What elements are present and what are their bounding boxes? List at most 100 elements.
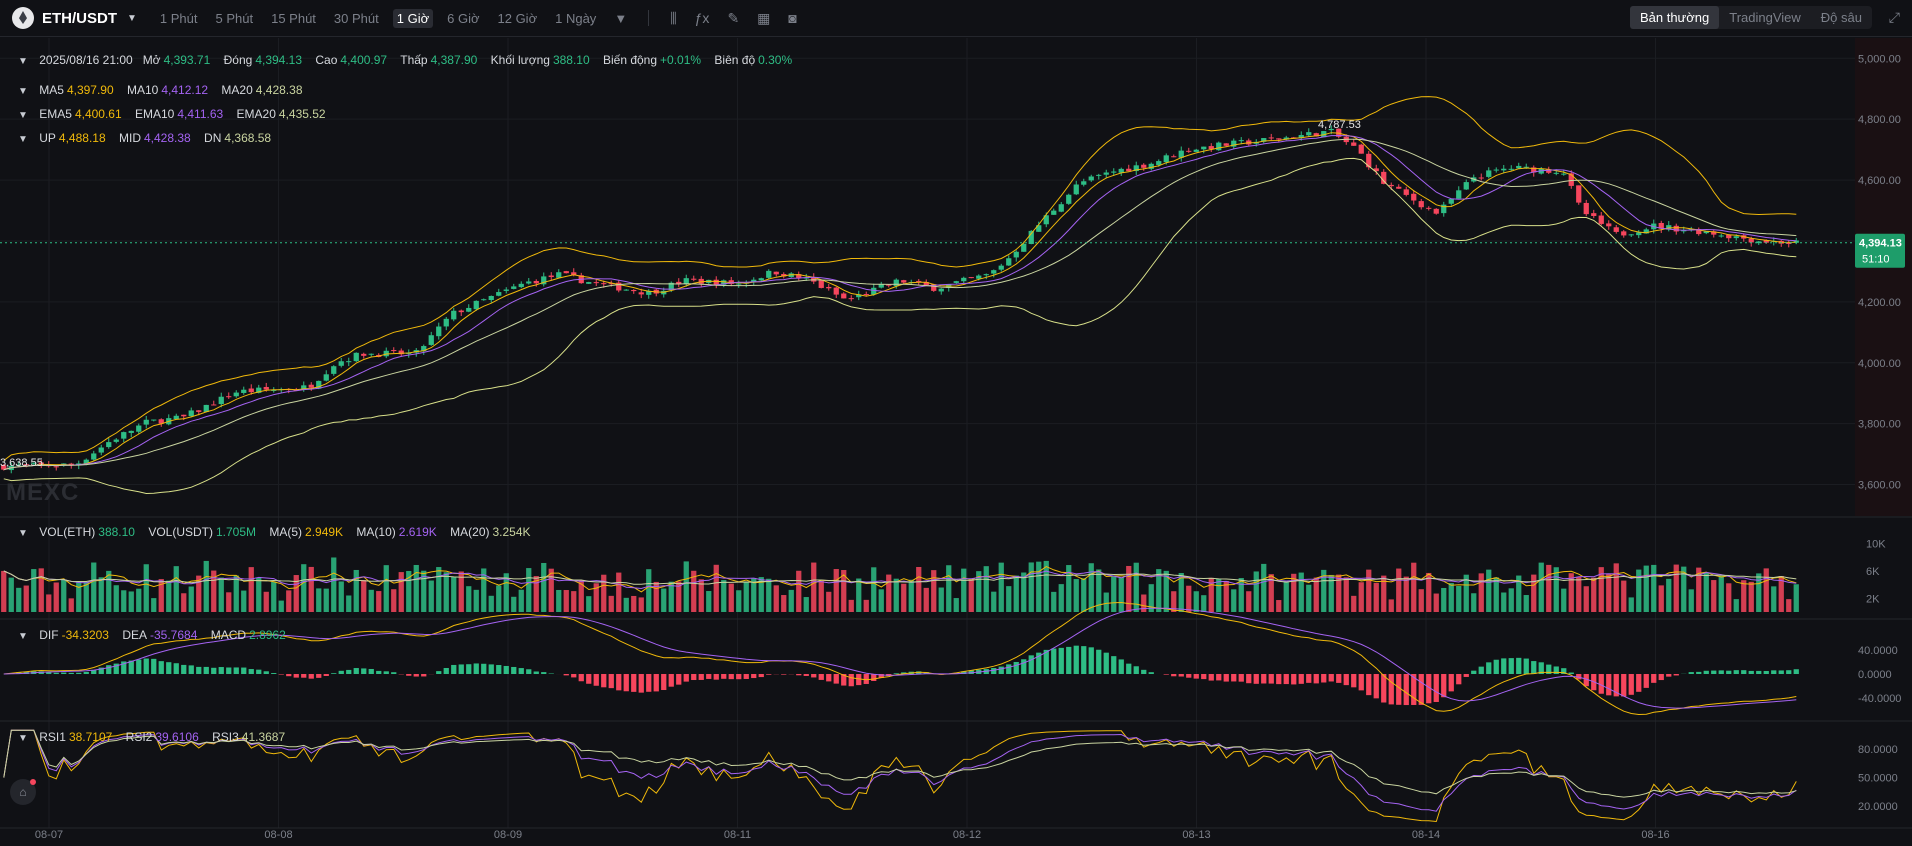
price-tick-label: 4,600.00 [1858,175,1901,187]
macd-bar [1381,674,1387,703]
candle-body [1013,251,1019,258]
draw-pencil-icon[interactable]: ✎ [727,9,740,26]
macd-bar [233,667,239,674]
volume-bar [938,587,944,612]
candle-body [1088,176,1094,181]
volume-bar [1711,580,1717,612]
volume-bar [271,581,277,612]
candle-body [1403,189,1409,195]
candle-body [856,294,862,298]
collapse-chevron-icon[interactable]: ▼ [18,733,28,744]
volume-bar [1471,593,1477,612]
candle-body [173,415,179,420]
volume-bar [1216,578,1222,612]
volume-bar [646,569,652,612]
candle-body [1756,241,1762,244]
tf-12h[interactable]: 12 Giờ [497,10,538,26]
candle-body [421,346,427,352]
tf-5m[interactable]: 5 Phút [215,10,254,26]
candle-body [196,410,202,412]
macd-bar [1073,645,1079,674]
high-annotation: 4,787.53 [1318,119,1361,131]
view-basic[interactable]: Bản thường [1629,6,1720,29]
pair-selector[interactable]: ETH/USDT [42,9,117,27]
view-switcher: Bản thường TradingView Độ sâu [1629,6,1872,29]
macd-bar [668,674,674,687]
fullscreen-icon[interactable]: ⤢ [1888,9,1900,25]
candle-body [1328,128,1334,131]
volume-bar [1583,586,1589,612]
macd-bar [338,670,344,674]
volume-bar [1381,575,1387,612]
macd-bar [1096,649,1102,674]
macd-bar [1321,674,1327,683]
candle-body [788,273,794,278]
collapse-chevron-icon[interactable]: ▼ [18,86,28,97]
tf-6h[interactable]: 6 Giờ [447,10,480,26]
rsi1-value: 38.7107 [68,730,113,744]
macd-bar [1231,674,1237,682]
macd-bar [271,673,277,674]
macd-bar [136,659,142,674]
volume-bar [1163,570,1169,612]
volume-bar [1726,583,1732,612]
macd-bar [631,674,637,692]
candle-body [751,279,757,283]
collapse-chevron-icon[interactable]: ▼ [18,110,28,121]
tf-1d[interactable]: 1 Ngày [555,10,597,26]
volume-bar [1523,595,1529,612]
candle-body [1156,161,1162,165]
macd-bar [706,674,712,679]
macd-bar [1471,670,1477,674]
volume-bar [1486,569,1492,612]
candle-body [803,277,809,279]
vol-eth-value: 388.10 [98,525,135,539]
candle-body [473,300,479,310]
screenshot-camera-icon[interactable]: ◙ [788,10,797,26]
candle-body [1298,135,1304,138]
tf-15m[interactable]: 15 Phút [271,10,316,26]
macd-bar [1786,670,1792,674]
pair-dropdown-icon[interactable]: ▼ [127,12,137,24]
macd-bar [1081,646,1087,674]
tf-1m[interactable]: 1 Phút [159,10,198,26]
volume-bar [1328,574,1334,612]
price-alert-icon[interactable]: ⌂ [10,779,36,805]
macd-bar [766,674,772,675]
volume-bar [856,578,862,612]
candle-body [361,353,367,356]
tf-30m[interactable]: 30 Phút [333,10,379,26]
volume-bar [916,566,922,612]
tf-dropdown-icon[interactable]: ▼ [614,10,628,26]
candle-body [1591,213,1597,216]
macd-bar [1013,661,1019,674]
macd-bar [46,672,52,674]
candle-body [1223,143,1229,146]
collapse-chevron-icon[interactable]: ▼ [18,528,28,539]
candle-type-icon[interactable]: ⫼ [670,9,677,26]
macd-bar [1561,668,1567,674]
candle-body [1021,243,1027,252]
volume-bar [593,583,599,612]
candle-body [181,414,187,417]
view-tradingview[interactable]: TradingView [1729,10,1801,25]
candle-body [1201,146,1207,150]
layout-grid-icon[interactable]: ▦ [757,9,771,26]
macd-bar [863,674,869,684]
collapse-chevron-icon[interactable]: ▼ [18,134,28,145]
macd-tick-label: 0.0000 [1858,669,1892,681]
volume-bar [1651,564,1657,612]
volume-bar [968,579,974,612]
tf-1h[interactable]: 1 Giờ [392,8,434,28]
volume-bar [1501,592,1507,612]
macd-bar [1186,674,1192,678]
kline-chart[interactable]: 5,000.004,800.004,600.004,400.004,200.00… [0,36,1912,846]
macd-bar [811,674,817,678]
time-tick-label: 08-08 [264,829,292,841]
view-depth[interactable]: Độ sâu [1820,10,1862,25]
volume-bar [1028,562,1034,612]
collapse-chevron-icon[interactable]: ▼ [18,56,28,67]
volume-bar [1553,567,1559,612]
indicator-icon[interactable]: ƒx [694,10,710,26]
collapse-chevron-icon[interactable]: ▼ [18,631,28,642]
